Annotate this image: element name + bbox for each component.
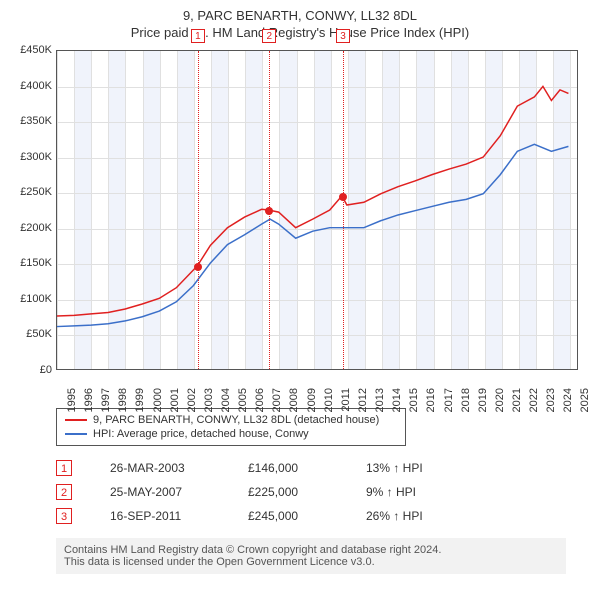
transaction-number-box: 3 (56, 508, 72, 524)
y-axis-label: £100K (8, 293, 52, 305)
transaction-date: 25-MAY-2007 (110, 485, 210, 499)
x-axis-label: 2025 (579, 388, 600, 418)
y-axis-label: £300K (8, 151, 52, 163)
y-axis-label: £0 (8, 364, 52, 376)
line-plot-svg (57, 51, 577, 369)
legend-item: HPI: Average price, detached house, Conw… (65, 427, 397, 441)
plot-area: 123 (56, 50, 578, 370)
y-axis-label: £400K (8, 80, 52, 92)
series-line (57, 86, 568, 316)
transaction-row: 2 25-MAY-2007 £225,000 9% ↑ HPI (56, 480, 592, 504)
footer-attribution: Contains HM Land Registry data © Crown c… (56, 538, 566, 574)
transaction-price: £225,000 (248, 485, 328, 499)
footer-line-1: Contains HM Land Registry data © Crown c… (64, 544, 558, 556)
series-line (57, 144, 568, 326)
legend-swatch (65, 433, 87, 435)
chart-container: £0 £50K £100K £150K £200K £250K £300K £350K £400… (8, 46, 592, 406)
footer-line-2: This data is licensed under the Open Gov… (64, 556, 558, 568)
y-axis-label: £150K (8, 257, 52, 269)
transaction-point (194, 263, 202, 271)
chart-title: 9, PARC BENARTH, CONWY, LL32 8DL (8, 8, 592, 23)
y-axis-label: £200K (8, 222, 52, 234)
marker-number-box: 1 (191, 29, 205, 43)
transaction-point (265, 207, 273, 215)
marker-number-box: 2 (262, 29, 276, 43)
transaction-price: £146,000 (248, 461, 328, 475)
y-axis-label: £50K (8, 328, 52, 340)
transaction-point (339, 193, 347, 201)
chart-subtitle: Price paid vs. HM Land Registry's House … (8, 25, 592, 40)
transaction-table: 1 26-MAR-2003 £146,000 13% ↑ HPI 2 25-MAY-200… (56, 456, 592, 528)
marker-line (198, 51, 199, 369)
marker-number-box: 3 (336, 29, 350, 43)
y-axis-label: £350K (8, 115, 52, 127)
transaction-pct-vs-hpi: 26% ↑ HPI (366, 509, 466, 523)
legend-label: HPI: Average price, detached house, Conw… (93, 428, 309, 440)
legend-swatch (65, 419, 87, 421)
transaction-number-box: 2 (56, 484, 72, 500)
transaction-number-box: 1 (56, 460, 72, 476)
transaction-date: 26-MAR-2003 (110, 461, 210, 475)
y-axis-label: £250K (8, 186, 52, 198)
y-axis-label: £450K (8, 44, 52, 56)
marker-line (343, 51, 344, 369)
transaction-row: 1 26-MAR-2003 £146,000 13% ↑ HPI (56, 456, 592, 480)
transaction-pct-vs-hpi: 13% ↑ HPI (366, 461, 466, 475)
transaction-pct-vs-hpi: 9% ↑ HPI (366, 485, 466, 499)
transaction-price: £245,000 (248, 509, 328, 523)
transaction-row: 3 16-SEP-2011 £245,000 26% ↑ HPI (56, 504, 592, 528)
transaction-date: 16-SEP-2011 (110, 509, 210, 523)
